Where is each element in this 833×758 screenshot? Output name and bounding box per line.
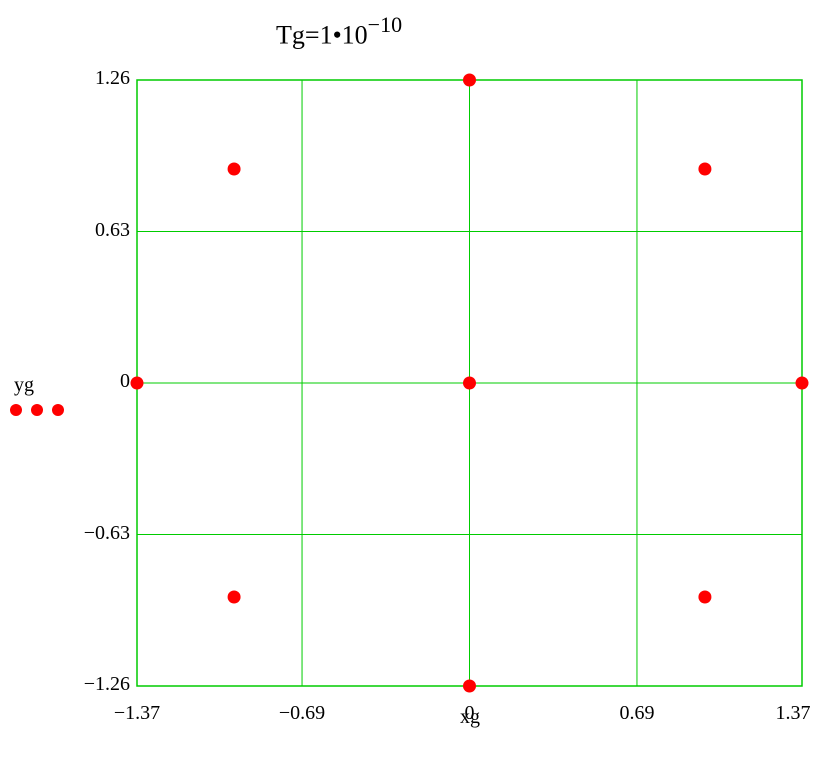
title-mantissa: 1	[319, 20, 333, 50]
data-point	[463, 679, 476, 693]
x-tick-label: 1.37	[775, 702, 811, 724]
title-power-base: 10	[341, 20, 368, 50]
data-point	[698, 590, 712, 604]
x-tick-label: −1.37	[113, 702, 161, 724]
y-tick-label: 1.26	[95, 67, 130, 89]
data-point	[130, 376, 144, 390]
x-axis-label: xg	[460, 706, 480, 728]
x-tick-label: 0.69	[619, 702, 655, 724]
y-axis-label: yg	[14, 374, 34, 396]
data-point	[463, 376, 476, 390]
y-tick-label: −0.63	[83, 521, 130, 544]
title-exponent: −10	[367, 12, 403, 37]
data-point	[698, 162, 712, 176]
data-point	[795, 376, 809, 390]
legend-marker	[10, 404, 64, 416]
points-layer	[130, 73, 809, 693]
data-point	[463, 73, 476, 87]
x-tick-label: 0	[464, 702, 475, 724]
title-eq: =	[304, 20, 320, 50]
y-tick-label: −1.26	[83, 673, 130, 695]
title-dot: •	[332, 20, 342, 50]
legend-dot	[10, 404, 22, 416]
legend-dot	[31, 404, 43, 416]
grid-layer	[137, 80, 802, 686]
title-base: Tg	[276, 20, 305, 50]
data-point	[227, 162, 241, 176]
chart-title: Tg=1•10−10	[276, 12, 403, 51]
y-tick-label: 0.63	[95, 218, 130, 241]
legend-dot	[52, 404, 64, 416]
x-tick-label: −0.69	[278, 702, 326, 724]
data-point	[227, 590, 241, 604]
y-tick-label: 0	[120, 370, 130, 392]
